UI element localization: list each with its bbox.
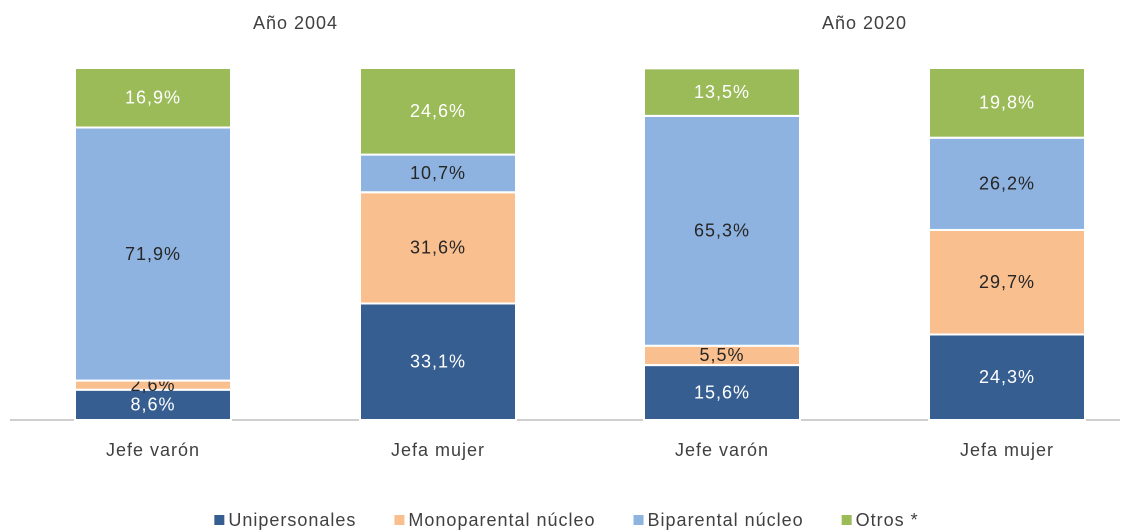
value-label: 24,3%	[979, 367, 1035, 387]
bar-segment	[928, 333, 1086, 421]
value-label: 26,2%	[979, 174, 1035, 194]
group-label: Año 2020	[822, 13, 907, 33]
legend: Unipersonales Monoparental núcleo Biparent…	[214, 510, 918, 530]
bar-segment	[359, 302, 517, 422]
bar-segment	[928, 136, 1086, 231]
value-label: 10,7%	[410, 163, 466, 183]
value-label: 31,6%	[410, 238, 466, 258]
value-label: 65,3%	[694, 221, 750, 241]
legend-label: Otros *	[856, 510, 919, 530]
x-tick-label: Jefe varón	[675, 440, 769, 460]
value-label: 13,5%	[694, 82, 750, 102]
legend-swatch	[841, 515, 852, 525]
value-label: 16,9%	[125, 87, 181, 107]
value-label: 15,6%	[694, 382, 750, 402]
value-label: 19,8%	[979, 93, 1035, 113]
group-label: Año 2004	[253, 13, 338, 33]
value-label: 24,6%	[410, 101, 466, 121]
legend-label: Unipersonales	[228, 510, 356, 530]
bar-segment	[359, 67, 517, 156]
value-label: 71,9%	[125, 244, 181, 264]
legend-swatch	[214, 515, 225, 525]
legend-swatch	[633, 515, 644, 525]
x-tick-label: Jefa mujer	[960, 440, 1054, 460]
bar-segment	[928, 228, 1086, 336]
legend-swatch	[394, 515, 405, 525]
x-tick-label: Jefa mujer	[391, 440, 485, 460]
value-label: 5,5%	[699, 345, 744, 365]
x-tick-label: Jefe varón	[106, 440, 200, 460]
bar-segment	[359, 191, 517, 305]
value-label: 8,6%	[130, 395, 175, 415]
legend-label: Biparental núcleo	[648, 510, 804, 530]
bar-segment	[643, 114, 801, 347]
legend-label: Monoparental núcleo	[408, 510, 595, 530]
value-label: 29,7%	[979, 272, 1035, 292]
value-label: 33,1%	[410, 351, 466, 371]
bar-segment	[74, 388, 232, 421]
bar-segment	[359, 153, 517, 194]
bar-segment	[74, 67, 232, 129]
bar-segment	[643, 67, 801, 117]
bar-segment	[928, 67, 1086, 139]
bar-segment	[643, 364, 801, 422]
